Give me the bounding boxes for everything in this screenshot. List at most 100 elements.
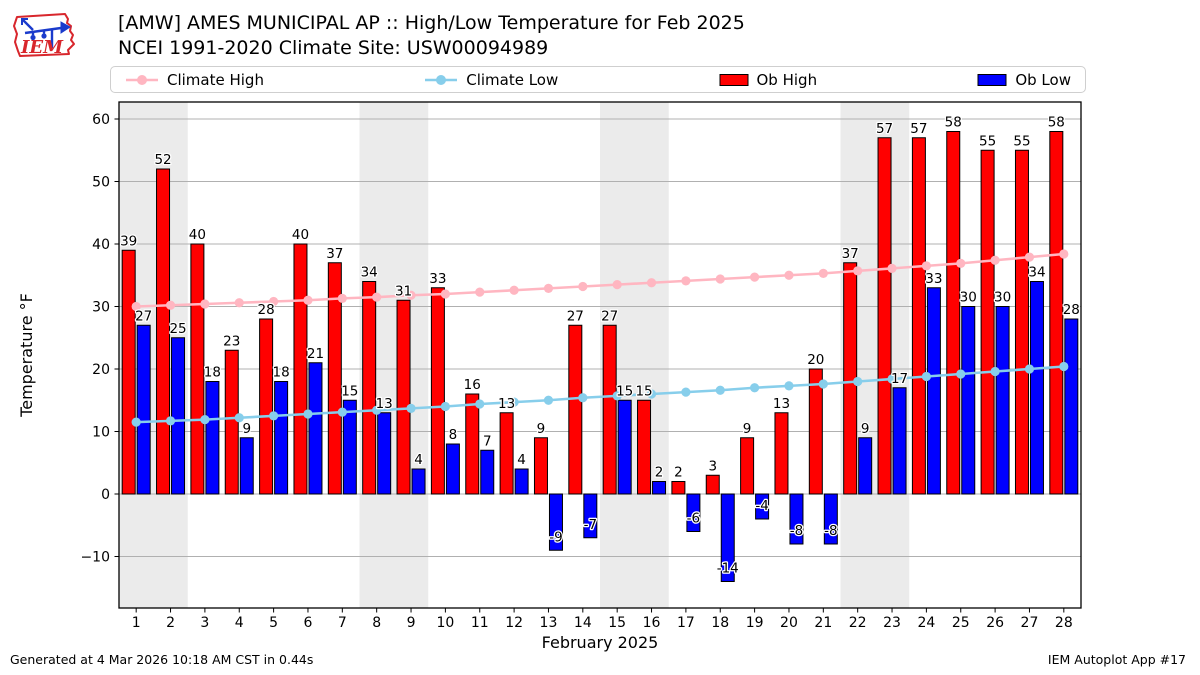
label-ob-high-day-14: 27 (567, 308, 584, 324)
y-tick-label--10: −10 (80, 550, 110, 566)
label-ob-low-day-25: 30 (960, 290, 977, 306)
label-ob-high-day-22: 37 (842, 246, 859, 262)
label-ob-low-day-24: 33 (925, 271, 942, 287)
climate-high-line-marker-day-18 (715, 274, 725, 284)
label-ob-low-day-9: 4 (414, 452, 423, 468)
y-axis: −10 0 10 20 30 40 50 60 Temperature °F (17, 112, 119, 566)
label-ob-low-day-8: 13 (376, 396, 393, 412)
label-ob-high-day-10: 33 (429, 271, 446, 287)
label-ob-low-day-26: 30 (994, 290, 1011, 306)
label-ob-high-day-5: 28 (258, 302, 275, 318)
label-ob-low-day-4: 9 (242, 421, 251, 437)
label-ob-high-day-13: 9 (537, 421, 546, 437)
x-axis-title: February 2025 (542, 633, 659, 652)
climate-high-line-marker-day-8 (372, 292, 382, 302)
climate-high-line-marker-day-17 (681, 276, 691, 286)
label-ob-high-day-1: 39 (120, 233, 137, 249)
label-ob-high-day-19: 9 (743, 421, 752, 437)
bar-ob-low-day-26 (995, 306, 1010, 495)
page-subtitle: NCEI 1991-2020 Climate Site: USW00094989 (118, 37, 549, 59)
legend-item-climate-low: Climate Low (424, 71, 558, 89)
climate-low-line-marker-day-11 (475, 399, 485, 409)
label-ob-low-day-18: -14 (717, 561, 739, 577)
bar-ob-low-day-19 (755, 493, 770, 520)
bar-ob-low-day-6 (308, 362, 323, 495)
x-tick-label-28: 28 (1055, 615, 1073, 631)
bar-ob-low-day-11 (480, 449, 495, 495)
bar-ob-low-day-9 (411, 468, 426, 495)
label-ob-low-day-22: 9 (861, 421, 870, 437)
climate-low-line-marker-day-20 (784, 381, 794, 391)
climate-high-line-marker-day-3 (200, 299, 210, 309)
weather-vane-icon (21, 18, 71, 48)
legend-label: Climate Low (466, 70, 559, 89)
chart-header: [AMW] AMES MUNICIPAL AP :: High/Low Temp… (118, 11, 745, 61)
climate-low-line-marker-day-22 (853, 376, 863, 387)
bar-ob-high-day-23 (877, 137, 892, 495)
bar-ob-low-day-18 (720, 493, 735, 582)
bar-ob-low-day-1 (136, 324, 151, 495)
climate-high-line-marker-day-27 (1024, 252, 1035, 262)
climate-low-line-marker-day-12 (509, 397, 519, 407)
bar-ob-high-day-17 (671, 481, 686, 495)
x-tick-label-10: 10 (436, 615, 454, 631)
climate-low-line-marker-day-4 (234, 413, 244, 423)
x-tick-label-21: 21 (814, 615, 832, 631)
climate-low-line-marker-day-19 (750, 383, 760, 393)
bar-ob-high-day-14 (568, 324, 583, 495)
climate-high-line-marker-day-28 (1059, 249, 1069, 259)
logo-text: IEM (20, 37, 64, 58)
label-ob-high-day-23: 57 (876, 121, 893, 137)
label-ob-low-day-23: 17 (891, 371, 908, 387)
climate-high-line-marker-day-25 (956, 258, 966, 268)
x-tick-label-9: 9 (407, 615, 416, 631)
label-ob-high-day-2: 52 (154, 152, 171, 168)
bar-ob-low-day-27 (1029, 281, 1044, 495)
bar-value-labels: 3927522540182392818402137153413314338167… (119, 113, 1081, 578)
label-ob-low-day-12: 4 (517, 452, 526, 468)
legend-item-ob-high: Ob High (719, 71, 817, 89)
label-ob-low-day-11: 7 (483, 433, 492, 449)
bar-ob-high-day-16 (637, 399, 652, 495)
x-tick-label-24: 24 (917, 615, 935, 631)
climate-low-line-marker-day-24 (921, 371, 931, 382)
climate-low-line-marker-day-2 (165, 416, 176, 426)
climate-low-line-marker-day-3 (200, 415, 210, 425)
climate-high-line-marker-day-24 (921, 261, 931, 271)
label-ob-low-day-20: -8 (790, 523, 803, 539)
climate-high-line-marker-day-7 (337, 293, 347, 303)
label-ob-low-day-21: -8 (824, 523, 837, 539)
bar-ob-high-day-11 (465, 393, 480, 495)
legend-item-climate-high: Climate High (125, 71, 264, 89)
climate-high-line-marker-day-16 (646, 278, 657, 288)
x-tick-label-7: 7 (338, 615, 347, 631)
y-tick-label-30: 30 (92, 300, 110, 316)
bar-ob-high-day-3 (190, 243, 205, 495)
label-ob-high-day-25: 58 (945, 115, 962, 131)
bar-ob-high-day-12 (499, 412, 514, 495)
climate-low-line-marker-day-26 (990, 366, 1000, 377)
bar-ob-low-day-14 (583, 493, 598, 539)
x-tick-label-11: 11 (471, 615, 489, 631)
ob-low-bars (136, 281, 1079, 582)
x-tick-label-25: 25 (952, 615, 970, 631)
climate-high-line-marker-day-13 (543, 283, 554, 293)
bar-ob-low-day-16 (652, 481, 667, 495)
y-tick-label-10: 10 (92, 425, 110, 441)
y-axis-title: Temperature °F (17, 293, 36, 418)
bar-ob-low-day-12 (514, 468, 529, 495)
x-tick-label-15: 15 (608, 615, 626, 631)
label-ob-low-day-2: 25 (169, 321, 186, 337)
bar-ob-low-day-5 (274, 381, 289, 495)
generated-timestamp: Generated at 4 Mar 2026 10:18 AM CST in … (10, 652, 314, 667)
bar-ob-high-day-13 (533, 437, 548, 495)
climate-low-line-marker-day-9 (406, 403, 416, 413)
bar-ob-low-day-25 (961, 306, 976, 495)
climate-low-line-marker-day-21 (818, 379, 828, 389)
label-ob-high-day-11: 16 (464, 377, 481, 393)
climate-low-line-marker-day-25 (956, 369, 966, 379)
climate-low-line-icon (425, 74, 458, 85)
x-tick-label-18: 18 (711, 615, 729, 631)
x-tick-label-2: 2 (166, 615, 175, 631)
